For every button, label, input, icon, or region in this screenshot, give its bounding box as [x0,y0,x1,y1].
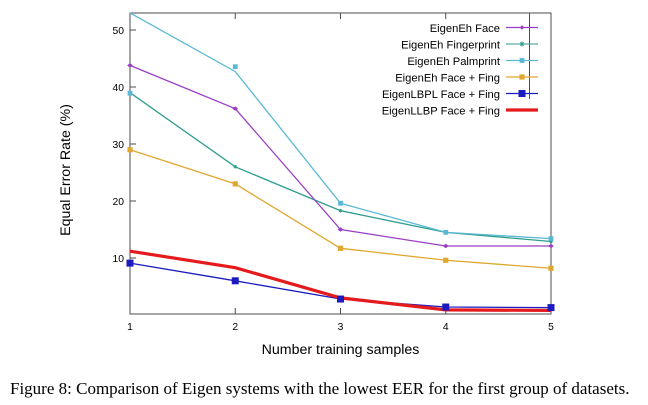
svg-text:Figure 8: Comparison of Eigen: Figure 8: Comparison of Eigen systems wi… [10,379,629,398]
svg-text:EigenEh Palmprint: EigenEh Palmprint [407,56,501,68]
svg-text:EigenEh Face: EigenEh Face [430,23,500,35]
svg-text:2: 2 [232,322,238,333]
svg-text:1: 1 [127,322,133,333]
svg-text:3: 3 [338,322,344,333]
svg-text:EigenEh Fingerprint: EigenEh Fingerprint [401,40,501,52]
svg-text:Number training samples: Number training samples [262,342,420,358]
svg-text:EigenLBPL Face + Fing: EigenLBPL Face + Fing [382,89,500,101]
svg-text:EigenLLBP Face + Fing: EigenLLBP Face + Fing [382,106,500,118]
svg-text:30: 30 [113,140,125,151]
svg-text:10: 10 [113,254,125,265]
svg-text:20: 20 [113,197,125,208]
svg-text:5: 5 [548,322,554,333]
svg-text:50: 50 [113,26,125,37]
svg-text:4: 4 [443,322,449,333]
svg-text:Equal Error Rate (%): Equal Error Rate (%) [58,104,74,236]
svg-text:40: 40 [113,83,125,94]
svg-text:EigenEh Face + Fing: EigenEh Face + Fing [395,73,500,85]
